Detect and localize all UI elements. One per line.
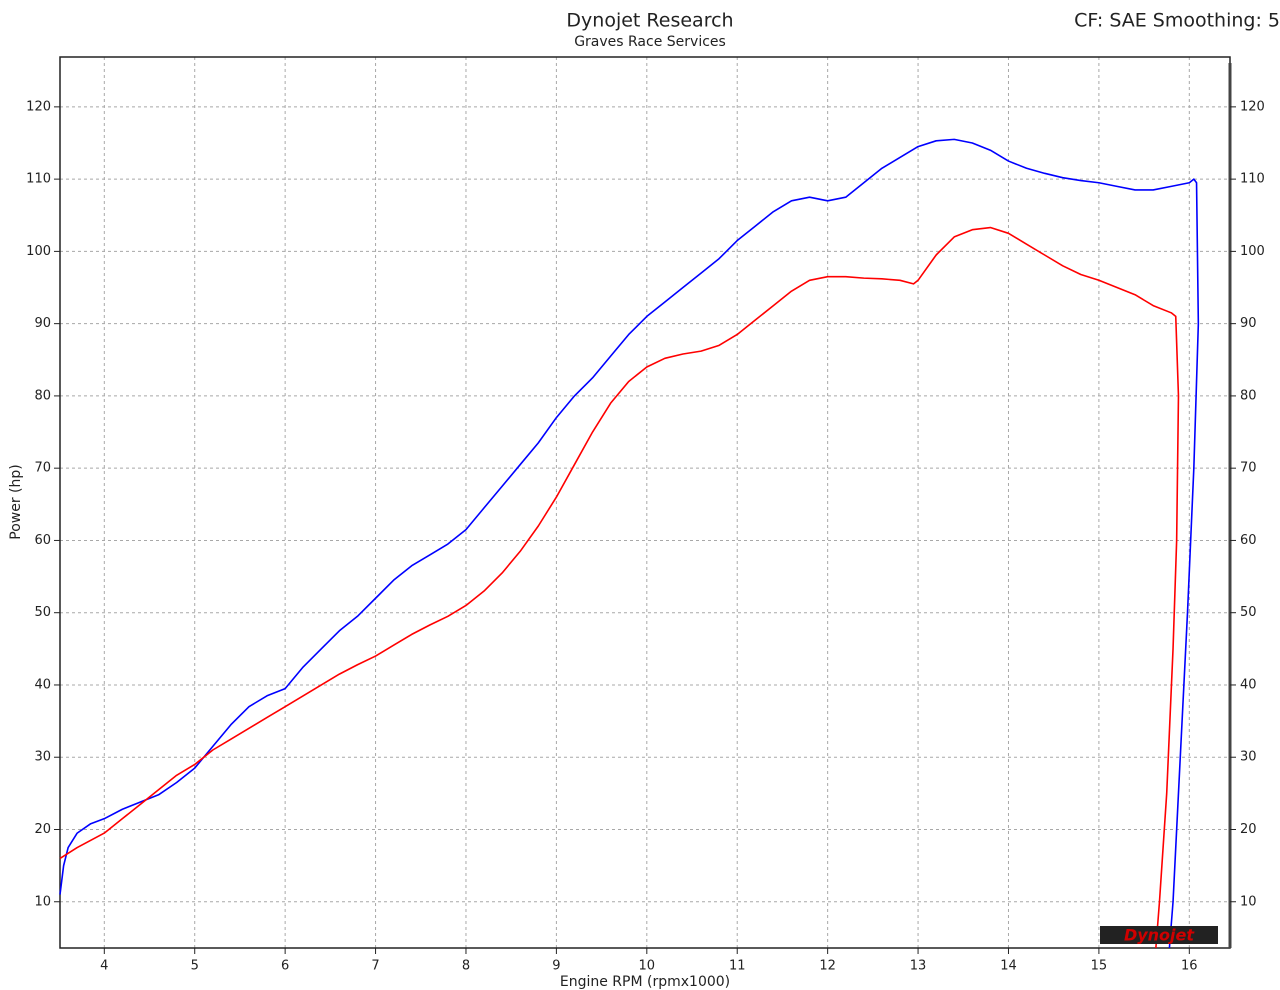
y2-tick-label: 50 — [1240, 605, 1257, 620]
y-tick-label: 70 — [34, 461, 51, 476]
y-tick-label: 100 — [26, 244, 51, 259]
y-tick-label: 30 — [34, 750, 51, 765]
y-tick-label: 90 — [34, 316, 51, 331]
x-axis-label: Engine RPM (rpmx1000) — [560, 974, 730, 990]
x-tick-label: 5 — [191, 959, 199, 974]
logo: Dynojet — [1124, 926, 1195, 945]
y-tick-label: 40 — [34, 677, 51, 692]
y2-tick-label: 90 — [1240, 316, 1257, 331]
y-tick-label: 80 — [34, 388, 51, 403]
y2-tick-label: 60 — [1240, 533, 1257, 548]
y-tick-label: 60 — [34, 533, 51, 548]
y-tick-label: 120 — [26, 99, 51, 114]
y2-tick-label: 100 — [1240, 244, 1265, 259]
x-tick-label: 16 — [1181, 959, 1198, 974]
x-tick-label: 13 — [910, 959, 927, 974]
x-tick-label: 15 — [1091, 959, 1108, 974]
y-tick-label: 50 — [34, 605, 51, 620]
logo-badge: Dynojet — [1100, 926, 1218, 945]
x-tick-label: 8 — [462, 959, 470, 974]
y2-tick-label: 30 — [1240, 750, 1257, 765]
x-tick-label: 12 — [819, 959, 836, 974]
plot-frame — [59, 56, 1231, 949]
y-tick-label: 110 — [26, 172, 51, 187]
y2-tick-label: 20 — [1240, 822, 1257, 837]
y2-tick-label: 70 — [1240, 461, 1257, 476]
chart-subtitle: Graves Race Services — [574, 34, 726, 50]
annotation: CF: SAE Smoothing: 5 — [1074, 10, 1280, 32]
y-tick-label: 20 — [34, 822, 51, 837]
x-tick-label: 7 — [371, 959, 379, 974]
x-tick-label: 14 — [1000, 959, 1017, 974]
x-tick-label: 11 — [729, 959, 746, 974]
y2-tick-label: 40 — [1240, 677, 1257, 692]
y2-tick-label: 110 — [1240, 172, 1265, 187]
x-tick-label: 9 — [552, 959, 560, 974]
y2-tick-label: 10 — [1240, 894, 1257, 909]
power-line — [59, 226, 1180, 949]
y2-tick-label: 120 — [1240, 99, 1265, 114]
chart-title: Dynojet Research — [566, 10, 733, 32]
grid — [60, 57, 1230, 948]
power-line — [59, 138, 1200, 949]
y-tick-label: 10 — [34, 894, 51, 909]
logo-bg — [1100, 926, 1218, 944]
x-tick-label: 6 — [281, 959, 289, 974]
x-tick-label: 4 — [100, 959, 108, 974]
y2-tick-label: 80 — [1240, 388, 1257, 403]
y-axis-label: Power (hp) — [8, 464, 24, 539]
x-tick-label: 10 — [639, 959, 656, 974]
